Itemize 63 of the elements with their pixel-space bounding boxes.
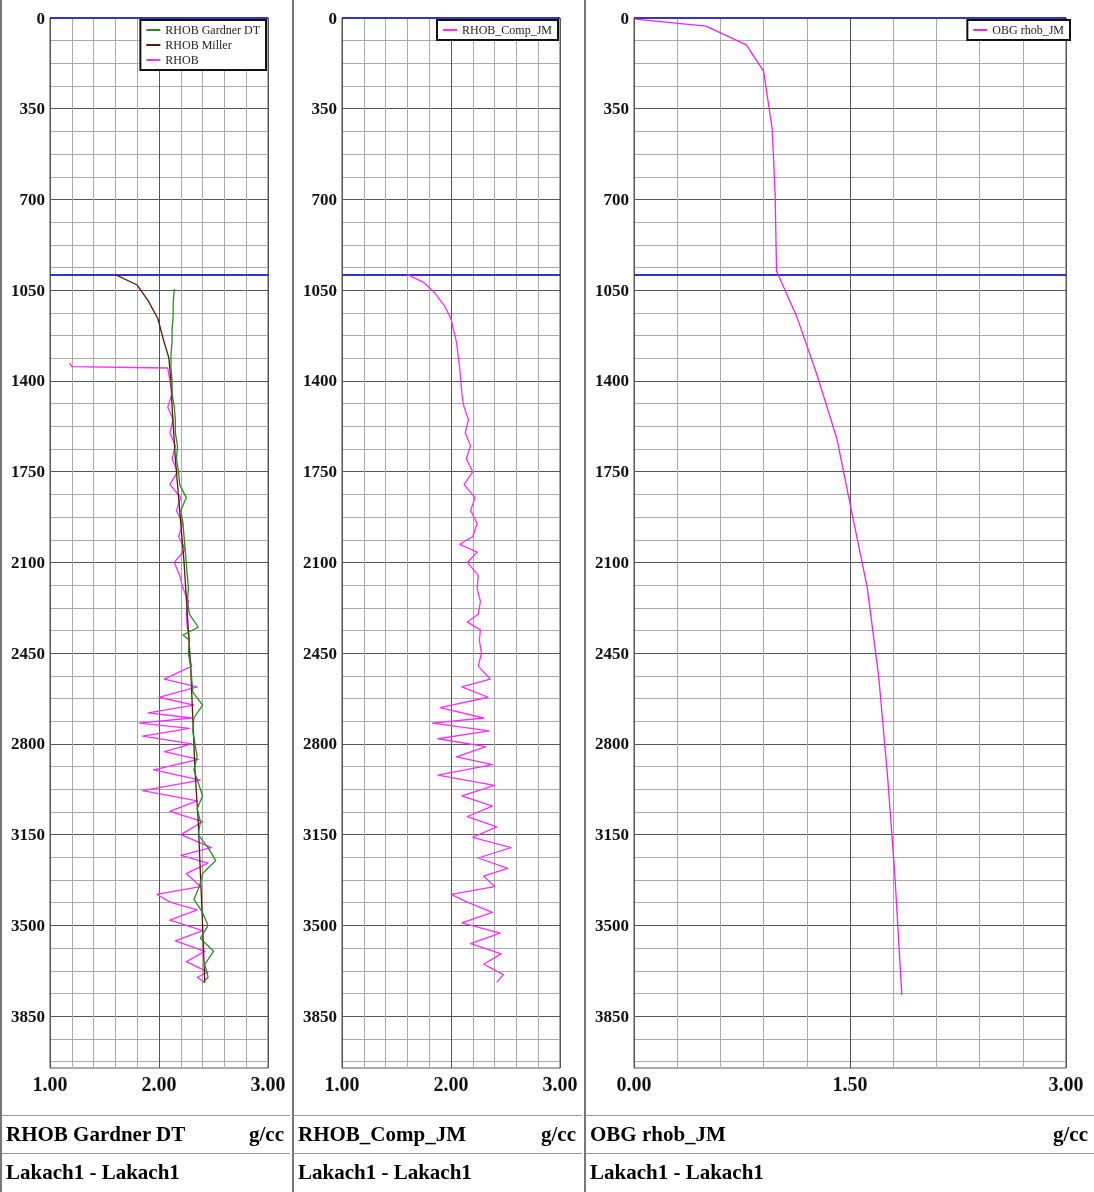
y-tick-label: 1050 — [303, 280, 337, 300]
line-series — [634, 18, 903, 996]
line-series — [406, 274, 512, 984]
y-tick-label: 2800 — [595, 734, 629, 754]
y-tick-label: 2100 — [303, 552, 337, 572]
text: g/cc — [1053, 1121, 1088, 1148]
y-tick-label: 1400 — [595, 371, 629, 391]
line-series — [170, 288, 217, 984]
y-tick-label: 3500 — [303, 915, 337, 935]
y-tick-label: 2450 — [303, 643, 337, 663]
y-tick-label: 1750 — [303, 462, 337, 482]
y-tick-label: 350 — [19, 99, 45, 119]
x-axis-title: RHOB Gardner DT — [6, 1121, 186, 1148]
x-tick-label: 2.00 — [141, 1073, 177, 1095]
x-tick-label: 3.00 — [1048, 1073, 1084, 1095]
legend-label: RHOB — [165, 53, 199, 67]
y-tick-label: 700 — [311, 189, 337, 209]
x-tick-label: 3.00 — [250, 1073, 286, 1095]
y-tick-label: 0 — [328, 8, 337, 28]
text: g/cc — [541, 1121, 576, 1148]
x-tick-label: 3.00 — [542, 1073, 578, 1095]
line-series — [68, 362, 212, 984]
x-tick-label: 0.00 — [616, 1073, 652, 1095]
y-tick-label: 2450 — [595, 643, 629, 663]
text: Lakach1 - Lakach1 — [6, 1159, 180, 1186]
y-tick-label: 1400 — [11, 371, 45, 391]
x-tick-label: 1.00 — [32, 1073, 68, 1095]
y-tick-label: 1750 — [595, 462, 629, 482]
text: g/cc — [249, 1121, 284, 1148]
y-tick-label: 3500 — [595, 915, 629, 935]
x-tick-label: 2.00 — [433, 1073, 469, 1095]
y-tick-label: 2100 — [595, 552, 629, 572]
y-tick-label: 3500 — [11, 915, 45, 935]
y-tick-label: 2450 — [11, 643, 45, 663]
x-axis-title: RHOB_Comp_JM — [298, 1121, 466, 1148]
y-tick-label: 3150 — [11, 825, 45, 845]
text: Lakach1 - Lakach1 — [590, 1159, 764, 1186]
y-tick-label: 3850 — [595, 1006, 629, 1026]
y-tick-label: 700 — [603, 189, 629, 209]
y-tick-label: 1050 — [11, 280, 45, 300]
x-tick-label: 1.00 — [324, 1073, 360, 1095]
y-tick-label: 3850 — [11, 1006, 45, 1026]
text: Lakach1 - Lakach1 — [298, 1159, 472, 1186]
x-axis-title: OBG rhob_JM — [590, 1121, 726, 1148]
legend-label: RHOB Gardner DT — [165, 23, 261, 37]
legend-label: RHOB Miller — [165, 38, 232, 52]
y-tick-label: 3850 — [303, 1006, 337, 1026]
y-tick-label: 2800 — [303, 734, 337, 754]
y-tick-label: 1400 — [303, 371, 337, 391]
x-tick-label: 1.50 — [832, 1073, 868, 1095]
legend-label: OBG rhob_JM — [992, 23, 1065, 37]
y-tick-label: 350 — [603, 99, 629, 119]
y-tick-label: 2100 — [11, 552, 45, 572]
y-tick-label: 350 — [311, 99, 337, 119]
y-tick-label: 700 — [19, 189, 45, 209]
y-tick-label: 3150 — [595, 825, 629, 845]
legend-label: RHOB_Comp_JM — [461, 23, 553, 37]
y-tick-label: 3150 — [303, 825, 337, 845]
y-tick-label: 2800 — [11, 734, 45, 754]
y-tick-label: 0 — [36, 8, 45, 28]
y-tick-label: 1750 — [11, 462, 45, 482]
y-tick-label: 0 — [620, 8, 629, 28]
y-tick-label: 1050 — [595, 280, 629, 300]
